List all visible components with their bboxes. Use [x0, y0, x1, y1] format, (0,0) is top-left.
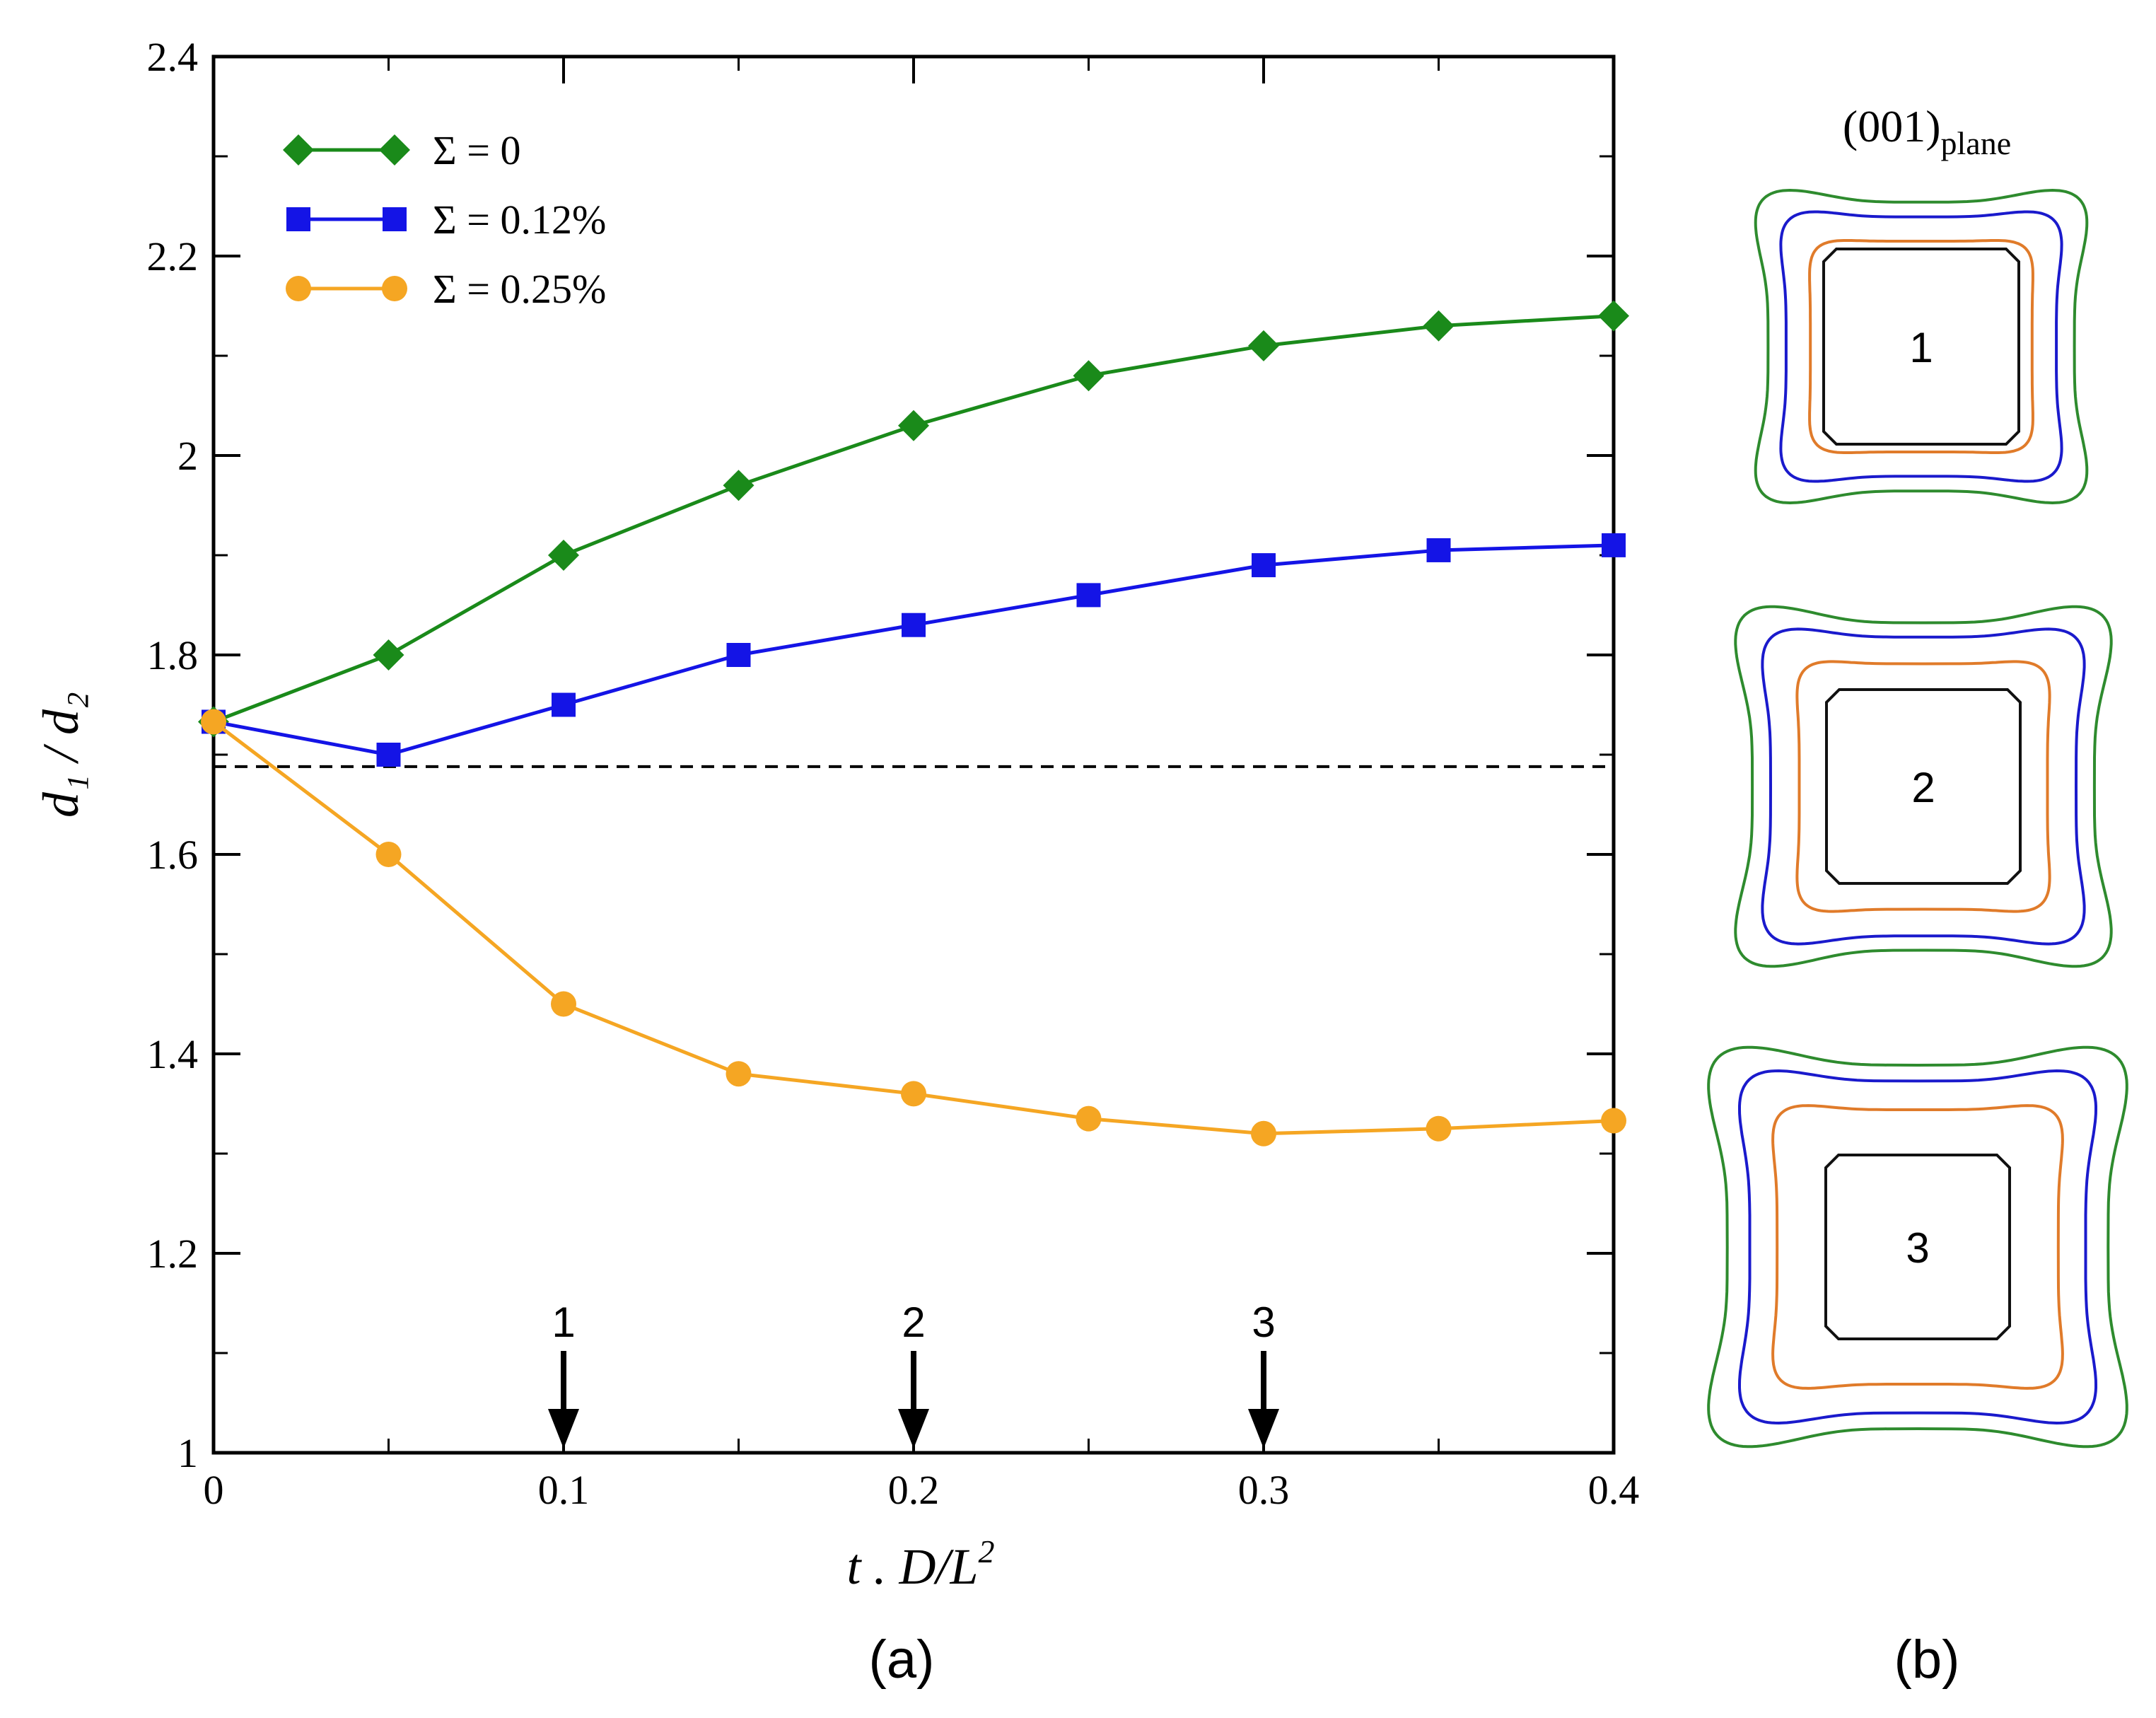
- data-point: [1423, 310, 1455, 342]
- data-point: [375, 842, 402, 867]
- series-0: [198, 300, 1629, 738]
- data-point: [1598, 300, 1629, 332]
- x-axis-label-superscript: 2: [979, 1533, 995, 1569]
- data-point: [898, 410, 929, 441]
- contour-shape-3: 3: [1707, 1045, 2128, 1449]
- contour-core: [1824, 1154, 2011, 1340]
- data-point: [551, 991, 576, 1017]
- x-axis-label: t . D/L2: [846, 1533, 994, 1595]
- data-point: [1601, 1108, 1626, 1134]
- contour-outer: [1734, 605, 2113, 968]
- contour-core: [1825, 688, 2022, 885]
- data-point: [1426, 538, 1451, 562]
- legend-marker: [383, 207, 407, 231]
- data-point: [373, 639, 404, 671]
- data-point: [726, 643, 751, 667]
- series-1: [202, 533, 1626, 767]
- data-point: [1602, 533, 1626, 557]
- legend-entry: Σ = 0.12%: [433, 197, 606, 243]
- y-tick-label: 1.4: [147, 1031, 199, 1077]
- y-tick-label: 2.2: [147, 233, 199, 279]
- panel-a-label: (a): [869, 1630, 935, 1690]
- contour-inner: [1808, 239, 2034, 454]
- data-point: [376, 743, 401, 767]
- y-tick-label: 2.4: [147, 34, 199, 80]
- series-line: [213, 543, 1614, 757]
- contour-label: 2: [1911, 764, 1935, 811]
- y-axis-label: d₁ / d₂: [33, 692, 89, 818]
- data-point: [1073, 360, 1105, 392]
- y-tick-label: 1: [177, 1430, 198, 1476]
- data-point: [548, 540, 579, 571]
- arrow-annotation: 1: [548, 1299, 579, 1449]
- arrow-head: [548, 1409, 579, 1449]
- contour-middle: [1738, 1069, 2097, 1425]
- data-point: [901, 1081, 926, 1107]
- legend-entry: Σ = 0.25%: [433, 266, 606, 312]
- plot-area: 1 1.2 1.4 1.6 1.8 2 2.2 2.4 0 0.1 0.2 0.3 0.4 t . D/L…: [33, 34, 1639, 1595]
- x-tick-label: 0: [204, 1467, 224, 1513]
- contour-label: 1: [1909, 324, 1933, 371]
- arrow-label: 2: [902, 1299, 925, 1346]
- arrow-annotation: 3: [1248, 1299, 1279, 1449]
- contour-middle: [1761, 627, 2086, 946]
- contour-shape-2: 2: [1734, 605, 2113, 968]
- legend-marker: [379, 134, 410, 166]
- arrow-label: 1: [552, 1299, 575, 1346]
- contour-outer: [1754, 188, 2089, 505]
- x-tick-label: 0.1: [538, 1467, 590, 1513]
- y-tick-label: 1.2: [147, 1231, 199, 1277]
- arrow-annotation: 2: [898, 1299, 929, 1449]
- series-line: [213, 314, 1614, 724]
- series-line: [212, 720, 1614, 1136]
- contour-outer: [1707, 1045, 2128, 1449]
- data-point: [1251, 1120, 1276, 1147]
- contour-inner: [1795, 660, 2051, 913]
- plot-frame: [211, 54, 1616, 1455]
- data-point: [902, 613, 926, 637]
- x-tick-label: 0.2: [888, 1467, 940, 1513]
- legend-marker: [382, 276, 407, 301]
- data-point: [1426, 1115, 1452, 1142]
- data-point: [726, 1061, 752, 1087]
- panel-b-label: (b): [1894, 1630, 1960, 1690]
- data-point: [1248, 330, 1279, 361]
- data-point: [1076, 583, 1101, 608]
- legend-entry: Σ = 0: [433, 127, 520, 173]
- y-tick-label: 1.6: [147, 832, 199, 878]
- data-point: [723, 470, 754, 501]
- arrow-head: [1248, 1409, 1279, 1449]
- data-point: [1076, 1105, 1102, 1132]
- contour-panel: (001)plane 1 2 3: [1707, 101, 2128, 1449]
- legend-marker: [286, 276, 311, 301]
- contour-inner: [1771, 1104, 2064, 1390]
- contour-label: 3: [1906, 1224, 1929, 1272]
- plane-label: (001)plane: [1843, 101, 2011, 161]
- y-tick-label: 1.8: [147, 632, 199, 678]
- contour-middle: [1779, 210, 2063, 483]
- data-point: [1252, 553, 1276, 578]
- x-tick-label: 0.4: [1588, 1467, 1640, 1513]
- arrow-label: 3: [1252, 1299, 1275, 1346]
- arrow-head: [898, 1409, 929, 1449]
- x-tick-label: 0.3: [1238, 1467, 1290, 1513]
- y-tick-label: 2: [177, 433, 198, 479]
- data-point: [552, 692, 576, 717]
- series-2: [201, 709, 1626, 1147]
- plane-label-subscript: plane: [1941, 125, 2012, 161]
- contour-core: [1822, 248, 2020, 446]
- contour-shape-1: 1: [1754, 188, 2089, 505]
- legend: Σ = 0 Σ = 0.12% Σ = 0.25%: [283, 127, 606, 312]
- legend-marker: [283, 134, 314, 166]
- legend-marker: [286, 207, 310, 231]
- data-point: [201, 709, 226, 735]
